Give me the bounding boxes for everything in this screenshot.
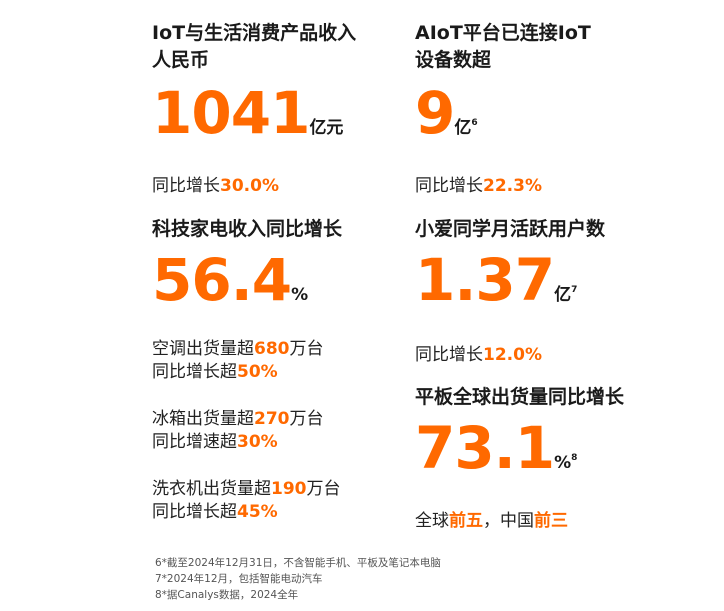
shipment-unit: 万台 bbox=[306, 479, 341, 499]
aiot-growth: 同比增长22.3% bbox=[415, 175, 591, 198]
aiot-value: 9亿6 bbox=[415, 84, 591, 157]
xiaoai-growth: 同比增长12.0% bbox=[415, 344, 605, 367]
tablet-footnote-ref: 8 bbox=[571, 453, 578, 463]
appliance-block: 科技家电收入同比增长 56.4% 空调出货量超680万台 同比增长超50% 冰箱出货… bbox=[152, 216, 342, 524]
iot-title: IoT与生活消费产品收入 人民币 bbox=[152, 20, 356, 74]
appliance-item: 空调出货量超680万台 同比增长超50% bbox=[152, 338, 342, 384]
xiaoai-value-number: 1.37 bbox=[415, 246, 555, 314]
tablet-value: 73.1%8 bbox=[415, 419, 624, 492]
rank-china-value: 前三 bbox=[534, 511, 568, 531]
iot-unit: 亿元 bbox=[309, 118, 344, 138]
rank-global-value: 前五 bbox=[449, 511, 483, 531]
footnote-6: 6*截至2024年12月31日，不含智能手机、平板及笔记本电脑 bbox=[155, 557, 441, 569]
iot-revenue-block: IoT与生活消费产品收入 人民币 1041亿元 同比增长30.0% bbox=[152, 20, 356, 198]
appliance-item: 冰箱出货量超270万台 同比增速超30% bbox=[152, 408, 342, 454]
growth-line: 同比增长超50% bbox=[152, 361, 342, 384]
iot-value: 1041亿元 bbox=[152, 84, 356, 157]
growth-label: 同比增速超 bbox=[152, 432, 237, 452]
shipment-value: 190 bbox=[271, 479, 307, 499]
aiot-title-line1: AIoT平台已连接IoT bbox=[415, 22, 591, 44]
xiaoai-growth-value: 12.0% bbox=[483, 345, 542, 365]
footnote-8: 8*据Canalys数据，2024全年 bbox=[155, 589, 299, 601]
shipment-value: 680 bbox=[254, 339, 290, 359]
xiaoai-value: 1.37亿7 bbox=[415, 251, 605, 324]
appliance-item: 洗衣机出货量超190万台 同比增长超45% bbox=[152, 478, 342, 524]
appliance-value-number: 56.4 bbox=[152, 246, 292, 314]
growth-line: 同比增长超45% bbox=[152, 501, 342, 524]
growth-value: 45% bbox=[237, 502, 278, 522]
rank-china-label: 中国 bbox=[500, 511, 534, 531]
shipment-line: 冰箱出货量超270万台 bbox=[152, 408, 342, 431]
growth-value: 50% bbox=[237, 362, 278, 382]
shipment-unit: 万台 bbox=[289, 339, 324, 359]
aiot-block: AIoT平台已连接IoT 设备数超 9亿6 同比增长22.3% bbox=[415, 20, 591, 198]
xiaoai-title: 小爱同学月活跃用户数 bbox=[415, 218, 606, 240]
iot-growth-value: 30.0% bbox=[220, 176, 279, 196]
rank-global-label: 全球 bbox=[415, 511, 449, 531]
iot-title-line1: IoT与生活消费产品收入 bbox=[152, 22, 357, 44]
shipment-line: 空调出货量超680万台 bbox=[152, 338, 342, 361]
shipment-label: 空调出货量超 bbox=[152, 339, 254, 359]
iot-title-line2: 人民币 bbox=[152, 49, 210, 71]
tablet-value-number: 73.1 bbox=[415, 414, 555, 482]
aiot-growth-label: 同比增长 bbox=[415, 176, 483, 196]
growth-value: 30% bbox=[237, 432, 278, 452]
growth-label: 同比增长超 bbox=[152, 502, 237, 522]
shipment-label: 冰箱出货量超 bbox=[152, 409, 254, 429]
tablet-title: 平板全球出货量同比增长 bbox=[415, 386, 625, 408]
xiaoai-block: 小爱同学月活跃用户数 1.37亿7 同比增长12.0% bbox=[415, 216, 605, 367]
growth-line: 同比增速超30% bbox=[152, 431, 342, 454]
xiaoai-unit: 亿 bbox=[554, 285, 572, 305]
iot-value-number: 1041 bbox=[152, 79, 310, 147]
aiot-growth-value: 22.3% bbox=[483, 176, 542, 196]
tablet-unit: % bbox=[554, 453, 572, 473]
footnote-7: 7*2024年12月，包括智能电动汽车 bbox=[155, 573, 323, 585]
aiot-footnote-ref: 6 bbox=[471, 118, 478, 128]
growth-label: 同比增长超 bbox=[152, 362, 237, 382]
tablet-rank: 全球前五，中国前三 bbox=[415, 510, 624, 533]
shipment-label: 洗衣机出货量超 bbox=[152, 479, 271, 499]
rank-separator: ， bbox=[483, 511, 500, 531]
aiot-title-line2: 设备数超 bbox=[415, 49, 492, 71]
footnotes: 6*截至2024年12月31日，不含智能手机、平板及笔记本电脑 7*2024年1… bbox=[155, 555, 441, 603]
xiaoai-growth-label: 同比增长 bbox=[415, 345, 483, 365]
appliance-title: 科技家电收入同比增长 bbox=[152, 218, 343, 240]
aiot-unit: 亿 bbox=[454, 118, 472, 138]
aiot-value-number: 9 bbox=[415, 79, 455, 147]
iot-growth-label: 同比增长 bbox=[152, 176, 220, 196]
appliance-value: 56.4% bbox=[152, 251, 342, 324]
tablet-block: 平板全球出货量同比增长 73.1%8 全球前五，中国前三 bbox=[415, 384, 624, 533]
aiot-title: AIoT平台已连接IoT 设备数超 bbox=[415, 20, 591, 74]
shipment-unit: 万台 bbox=[289, 409, 324, 429]
appliance-unit: % bbox=[291, 285, 309, 305]
xiaoai-footnote-ref: 7 bbox=[571, 285, 578, 295]
iot-growth: 同比增长30.0% bbox=[152, 175, 356, 198]
shipment-line: 洗衣机出货量超190万台 bbox=[152, 478, 342, 501]
shipment-value: 270 bbox=[254, 409, 290, 429]
